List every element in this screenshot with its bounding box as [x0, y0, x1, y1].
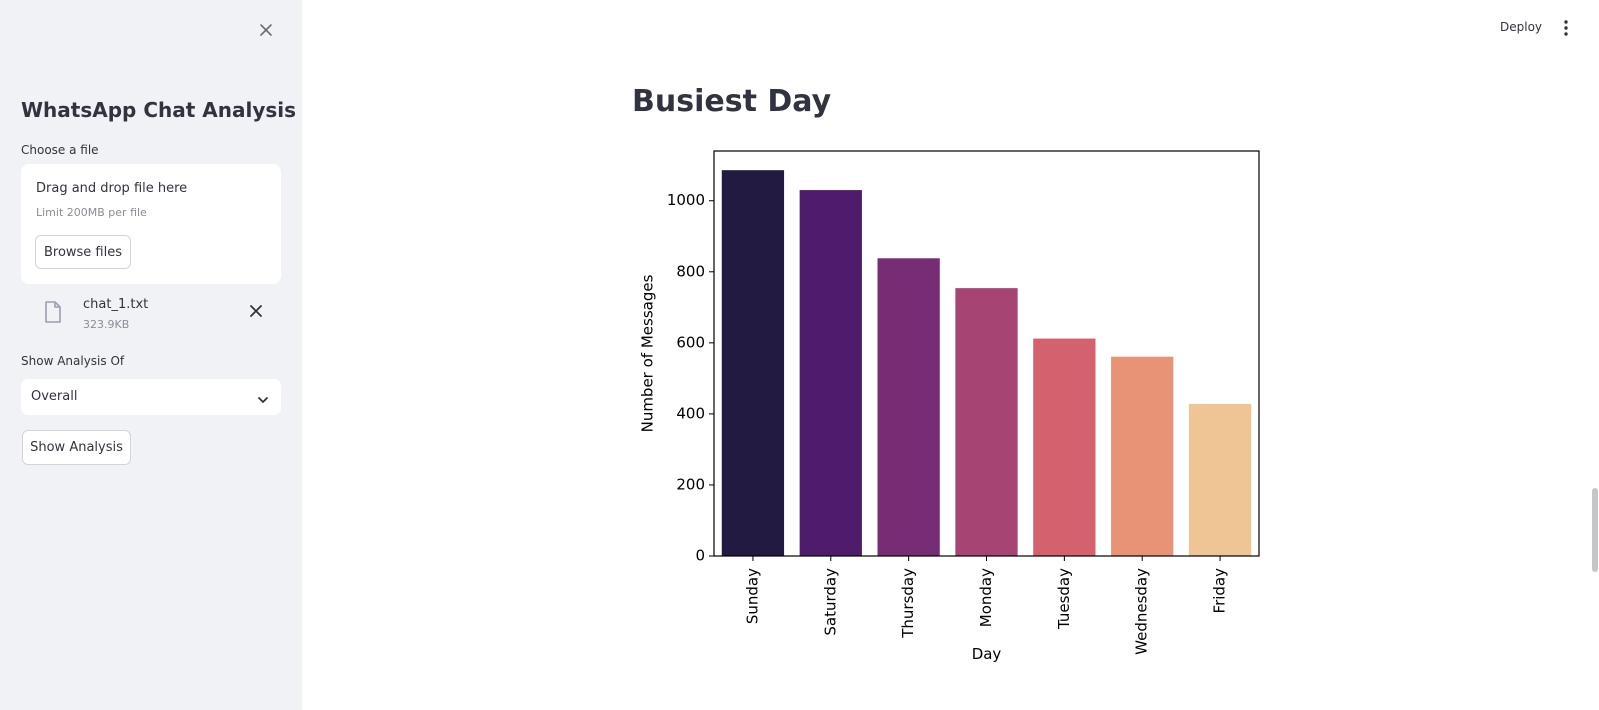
- x-tick-label: Thursday: [899, 568, 917, 639]
- x-tick-label: Friday: [1211, 568, 1229, 614]
- analysis-select-label: Show Analysis Of: [21, 354, 125, 368]
- bar-sunday: [721, 170, 785, 556]
- busiest-day-chart: Sunday Saturday Thursday Monday Tuesday Wedne…: [630, 140, 1270, 684]
- y-tick-label: 800: [676, 262, 705, 280]
- bar-tuesday: [1033, 338, 1096, 556]
- sidebar: WhatsApp Chat Analysis Choose a file Dra…: [0, 0, 302, 710]
- bar-saturday: [799, 190, 862, 556]
- show-analysis-button[interactable]: Show Analysis: [22, 430, 131, 465]
- bar-thursday: [877, 258, 940, 556]
- x-tick-label: Monday: [977, 568, 995, 627]
- y-axis-label: Number of Messages: [639, 274, 657, 432]
- remove-file-icon[interactable]: [247, 302, 265, 320]
- y-tick-label: 600: [676, 333, 705, 351]
- x-axis-label: Day: [972, 645, 1002, 663]
- uploaded-file-name: chat_1.txt: [83, 297, 149, 312]
- chevron-down-icon: [257, 391, 269, 403]
- y-tick-label: 400: [676, 404, 705, 422]
- bar-monday: [955, 288, 1018, 556]
- y-tick-label: 0: [695, 547, 705, 565]
- y-tick-label: 1000: [667, 191, 705, 209]
- page-title: Busiest Day: [632, 84, 832, 119]
- bar-friday: [1188, 403, 1252, 556]
- file-dropzone[interactable]: Drag and drop file here Limit 200MB per …: [21, 164, 281, 284]
- dropzone-limit: Limit 200MB per file: [36, 206, 147, 219]
- analysis-select-value: Overall: [31, 389, 78, 404]
- kebab-menu-icon[interactable]: [1560, 18, 1572, 38]
- plot-frame: [713, 150, 1260, 557]
- x-tick-label: Saturday: [821, 568, 839, 636]
- busiest-day-bar-chart: Sunday Saturday Thursday Monday Tuesday Wedne…: [639, 150, 1260, 663]
- file-icon: [44, 301, 62, 323]
- uploaded-file-size: 323.9KB: [83, 318, 130, 331]
- browse-files-button[interactable]: Browse files: [35, 235, 131, 269]
- main-scrollbar[interactable]: [1592, 488, 1598, 572]
- app-title: WhatsApp Chat Analysis: [21, 98, 297, 122]
- x-tick-label: Sunday: [743, 568, 761, 624]
- bar-wednesday: [1111, 356, 1174, 556]
- dropzone-instructions: Drag and drop file here: [36, 181, 188, 196]
- x-tick-label: Wednesday: [1133, 568, 1151, 655]
- y-tick-label: 200: [676, 475, 705, 493]
- close-icon[interactable]: [256, 20, 276, 40]
- file-uploader-label: Choose a file: [21, 143, 99, 157]
- x-tick-label: Tuesday: [1055, 568, 1073, 630]
- analysis-select[interactable]: Overall: [21, 379, 281, 415]
- deploy-button[interactable]: Deploy: [1500, 20, 1543, 34]
